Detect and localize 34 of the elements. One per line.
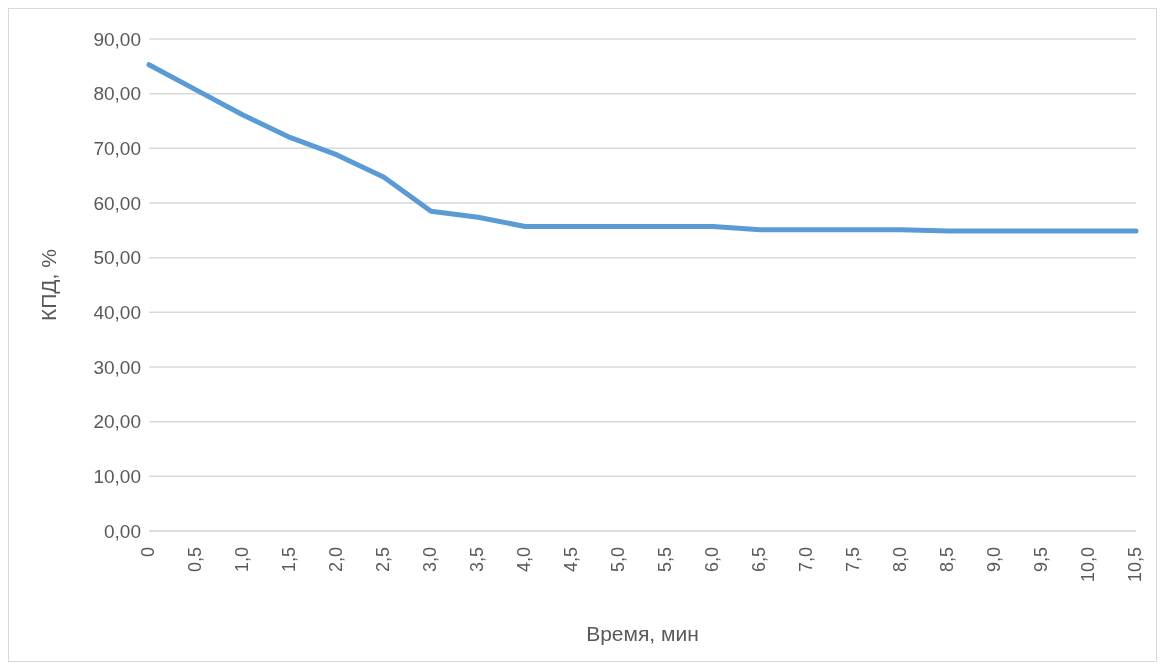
x-tick-label: 5,0 [607,547,628,573]
x-tick-label: 10,0 [1077,547,1098,583]
x-tick-label: 1,0 [231,547,252,573]
y-tick-label: 80,00 [93,83,141,105]
y-tick-label: 60,00 [93,192,141,214]
x-tick-label: 8,5 [936,547,957,573]
y-tick-label: 20,00 [93,411,141,433]
y-tick-label: 40,00 [93,302,141,324]
y-tick-label: 70,00 [93,138,141,160]
x-tick-label: 7,5 [842,547,863,573]
x-tick-label: 3,5 [466,547,487,573]
x-tick-label: 9,5 [1030,547,1051,573]
x-tick-label: 4,5 [560,547,581,573]
y-tick-label: 50,00 [93,247,141,269]
y-tick-label: 0,00 [104,520,141,542]
y-tick-label: 90,00 [93,28,141,50]
y-tick-label: 30,00 [93,356,141,378]
x-tick-label: 8,0 [889,547,910,573]
x-tick-label: 6,5 [748,547,769,573]
x-tick-label: 2,5 [372,547,393,573]
x-tick-label: 1,5 [278,547,299,573]
x-tick-label: 0,5 [184,547,205,573]
x-tick-label: 0 [137,547,158,558]
x-tick-label: 9,0 [983,547,1004,573]
x-tick-label: 2,0 [325,547,346,573]
x-axis-title: Время, мин [586,622,699,645]
y-axis-title: КПД, % [37,249,61,321]
x-tick-label: 7,0 [795,547,816,573]
x-tick-label: 4,0 [513,547,534,573]
x-tick-label: 10,5 [1124,547,1145,583]
x-tick-label: 3,0 [419,547,440,573]
y-tick-label: 10,00 [93,466,141,488]
x-tick-label: 6,0 [701,547,722,573]
x-tick-label: 5,5 [654,547,675,573]
